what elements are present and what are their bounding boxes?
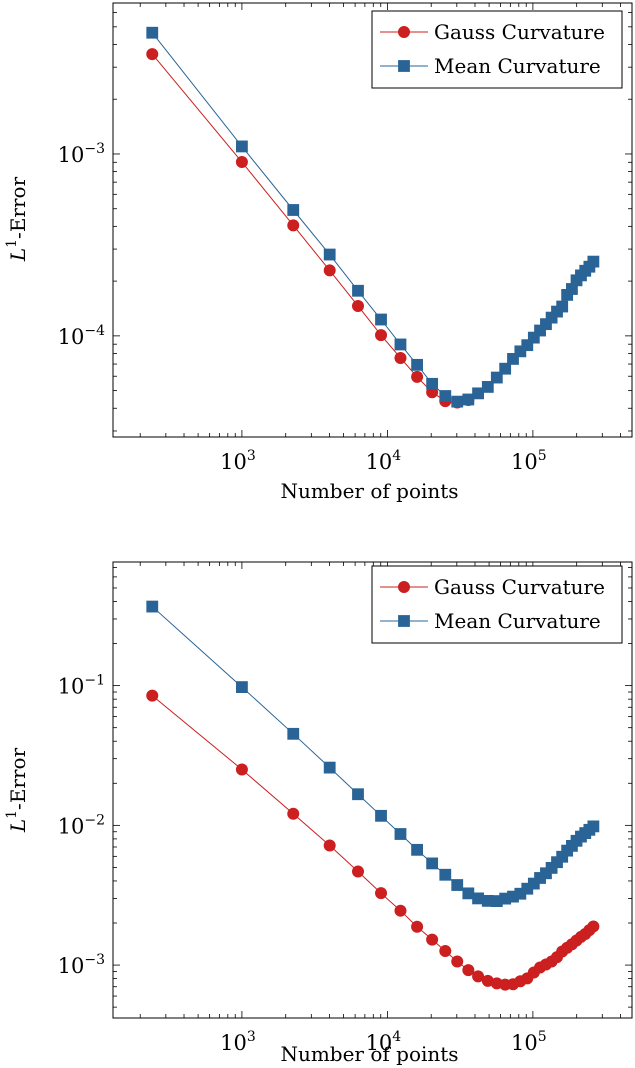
data-point xyxy=(490,371,503,384)
data-point xyxy=(587,920,600,933)
data-point xyxy=(439,868,452,881)
data-point xyxy=(451,395,464,408)
data-point xyxy=(352,284,364,297)
x-tick-label: 105 xyxy=(511,1029,547,1055)
x-axis-label: Number of points xyxy=(280,1042,458,1066)
data-point xyxy=(587,255,600,268)
data-point xyxy=(439,390,452,402)
data-point xyxy=(352,299,365,312)
data-point xyxy=(352,865,365,878)
data-point xyxy=(146,600,159,613)
data-point xyxy=(375,329,388,342)
x-tick-label: 103 xyxy=(220,448,256,474)
data-point xyxy=(394,338,407,351)
data-point xyxy=(426,377,439,390)
data-point xyxy=(352,788,364,801)
data-point xyxy=(514,345,527,358)
legend-box xyxy=(371,565,623,644)
series-line xyxy=(151,695,594,986)
data-point xyxy=(556,300,569,313)
legend-label: Gauss Curvature xyxy=(434,20,605,44)
series-gauss xyxy=(146,48,475,409)
series-mean xyxy=(146,600,600,907)
legend-label: Mean Curvature xyxy=(434,54,601,78)
x-tick-label: 103 xyxy=(220,1029,256,1055)
legend: Gauss Curvature Mean Curvature xyxy=(371,10,623,89)
data-point xyxy=(375,809,387,822)
plot-frame xyxy=(112,561,633,1019)
data-point xyxy=(462,393,475,406)
x-tick-label: 104 xyxy=(366,1029,402,1055)
y-axis-label: L1-Error xyxy=(4,176,30,262)
series-line xyxy=(151,606,594,902)
data-point xyxy=(481,381,494,393)
data-point xyxy=(451,879,464,891)
legend-marker xyxy=(397,25,410,38)
data-point xyxy=(499,362,512,375)
data-point xyxy=(411,370,424,383)
y-tick-label: 10−3 xyxy=(58,141,105,167)
data-point xyxy=(394,904,407,917)
data-point xyxy=(507,353,519,365)
data-point xyxy=(146,26,159,39)
y-tick-label: 10−1 xyxy=(58,673,105,699)
data-point xyxy=(236,140,248,153)
data-point xyxy=(394,351,407,364)
plot-frame xyxy=(112,2,633,438)
data-point xyxy=(287,204,300,216)
data-point xyxy=(451,955,464,968)
data-point xyxy=(323,839,336,852)
data-point xyxy=(323,264,336,277)
chart-panel-1: 103 104 105 10−3 10−4 Number of points L1-Erro… xyxy=(4,2,633,503)
y-tick-label: 10−3 xyxy=(58,952,105,978)
legend: Gauss Curvature Mean Curvature xyxy=(371,565,623,644)
data-point xyxy=(146,689,159,702)
data-point xyxy=(287,727,300,740)
data-point xyxy=(235,156,248,169)
data-point xyxy=(472,387,484,400)
data-point xyxy=(534,324,546,337)
data-point xyxy=(236,681,248,693)
data-point xyxy=(287,219,300,232)
series-gauss xyxy=(146,689,600,991)
data-point xyxy=(521,339,534,352)
x-tick-label: 104 xyxy=(366,448,402,474)
data-point xyxy=(587,820,600,833)
chart-panel-2: 103 104 105 10−1 10−2 10−3 Number of points L1-… xyxy=(4,561,633,1066)
data-point xyxy=(394,828,407,840)
legend-marker xyxy=(398,615,410,627)
data-point xyxy=(375,313,387,326)
series-mean xyxy=(146,26,600,408)
legend-marker xyxy=(397,581,410,594)
data-point xyxy=(411,843,423,856)
legend-label: Mean Curvature xyxy=(434,609,601,633)
data-point xyxy=(472,970,485,983)
y-axis-label: L1-Error xyxy=(4,747,30,833)
data-point xyxy=(411,920,424,933)
series-line xyxy=(151,53,469,404)
x-tick-label: 105 xyxy=(511,448,547,474)
y-tick-label: 10−4 xyxy=(58,323,105,349)
legend-marker xyxy=(398,60,410,72)
x-axis-label: Number of points xyxy=(280,479,458,503)
data-point xyxy=(287,807,300,820)
data-point xyxy=(375,887,388,900)
data-point xyxy=(323,248,336,261)
y-tick-label: 10−2 xyxy=(58,812,105,838)
data-point xyxy=(411,358,423,371)
data-point xyxy=(235,763,248,776)
legend-label: Gauss Curvature xyxy=(434,575,605,599)
data-point xyxy=(439,945,452,958)
data-point xyxy=(323,761,336,774)
data-point xyxy=(426,857,439,870)
data-point xyxy=(527,331,540,344)
data-point xyxy=(426,933,439,946)
data-point xyxy=(462,964,475,977)
legend-box xyxy=(371,10,623,89)
data-point xyxy=(146,48,159,61)
